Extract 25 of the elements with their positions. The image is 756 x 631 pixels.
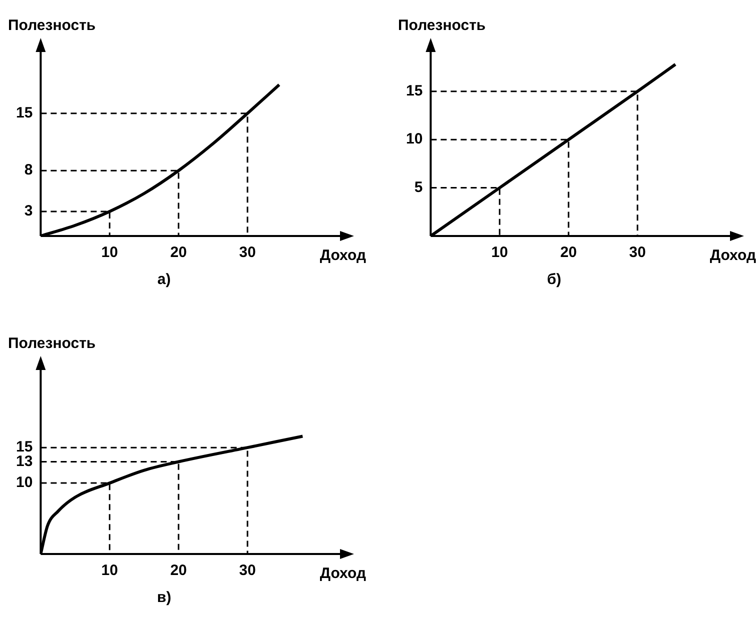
text: в) xyxy=(156,589,172,606)
y-tick-label: 15 xyxy=(16,104,33,122)
x-tick-label: 10 xyxy=(101,562,118,580)
text: а) xyxy=(157,271,171,288)
y-tick-label: 10 xyxy=(16,474,33,492)
y-tick-label: 5 xyxy=(414,178,423,196)
x-axis-title: Доход xyxy=(320,565,366,582)
y-axis-title: Полезность xyxy=(8,335,96,352)
x-axis-title: Доход xyxy=(320,247,366,264)
y-tick-label: 8 xyxy=(24,162,33,179)
x-tick-label: 20 xyxy=(560,244,577,262)
x-tick-label: 30 xyxy=(239,562,256,580)
y-axis-title: Полезность xyxy=(8,17,96,34)
x-tick-label: 10 xyxy=(491,244,508,262)
x-tick-label: 30 xyxy=(239,244,256,262)
y-tick-label: 3 xyxy=(24,202,33,220)
y-tick-label: 15 xyxy=(406,82,423,100)
y-axis-title: Полезность xyxy=(398,17,486,34)
y-tick-label: 10 xyxy=(406,130,423,148)
x-tick-label: 20 xyxy=(170,562,187,580)
x-axis-title: Доход xyxy=(710,247,756,264)
x-tick-label: 30 xyxy=(629,244,646,262)
text: б) xyxy=(546,271,562,288)
x-tick-label: 10 xyxy=(101,244,118,262)
x-tick-label: 20 xyxy=(170,244,187,262)
